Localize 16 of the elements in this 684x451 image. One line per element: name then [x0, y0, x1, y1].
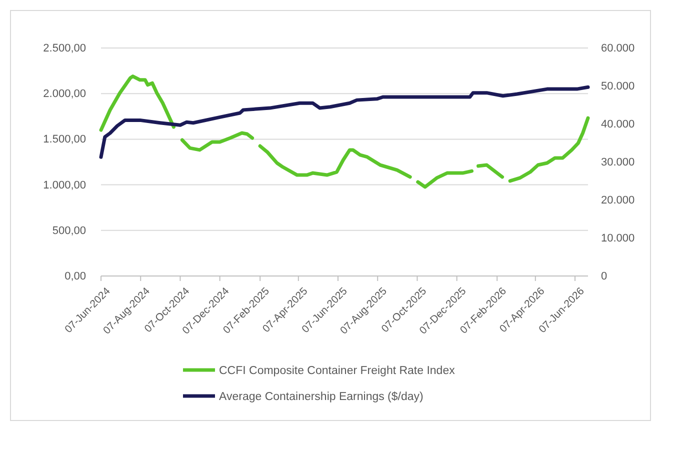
y2-tick-label: 30.000 [601, 156, 635, 169]
y-tick-label: 1.000,00 [43, 179, 86, 192]
line-series [99, 85, 590, 159]
y2-tick-label: 20.000 [601, 194, 635, 207]
y2-tick-label: 60.000 [601, 42, 635, 55]
y-tick-label: 500,00 [52, 224, 86, 237]
y2-tick-label: 10.000 [601, 232, 635, 245]
y-tick-label: 0,00 [64, 270, 86, 283]
y2-tick-label: 0 [601, 270, 608, 283]
y2-tick-label: 50.000 [601, 80, 635, 93]
y-tick-label: 2.500,00 [43, 42, 86, 55]
y2-tick-label: 40.000 [601, 118, 635, 131]
y-tick-label: 2.000,00 [43, 88, 86, 100]
legend-label: Average Containership Earnings ($/day) [219, 391, 424, 403]
legend-label: CCFI Composite Container Freight Rate Index [219, 365, 456, 377]
y-tick-label: 1.500,00 [43, 134, 86, 146]
